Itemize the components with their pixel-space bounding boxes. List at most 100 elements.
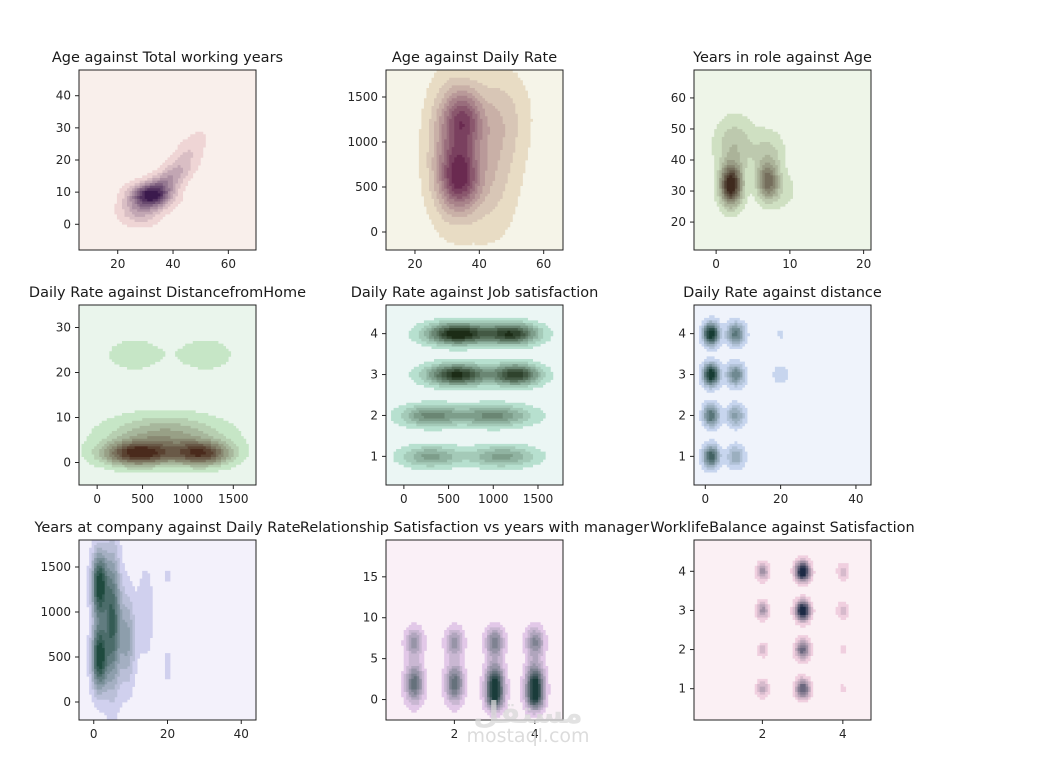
axes-frame [78,304,257,486]
x-tick-label: 60 [221,257,236,271]
x-tick-label: 20 [160,727,175,741]
axes-frame [385,69,564,251]
x-tick-label: 0 [712,257,720,271]
x-tick-label: 0 [701,492,709,506]
density-contours [86,540,171,720]
y-tick-label: 10 [56,185,71,199]
subplot-1: 20 40 60 0 10 20 30 40 Age against Total working… [52,50,283,271]
subplot-9: 2 4 1 2 3 4 WorklifeBalance against Satisfacti… [650,520,914,741]
subplot-title: Years in role against Age [692,50,872,66]
x-tick-label: 40 [472,257,487,271]
x-tick-label: 2 [451,727,459,741]
y-tick-label: 20 [56,366,71,380]
x-tick-label: 20 [773,492,788,506]
x-tick-label: 10 [782,257,797,271]
y-tick-label: 0 [63,456,71,470]
density-contours [699,315,788,473]
y-tick-label: 500 [355,180,378,194]
x-tick-label: 60 [536,257,551,271]
watermark-logo: مستقل [473,696,583,731]
subplot-3: 0 10 20 20 30 40 50 60 Years in role against Age [671,50,872,271]
y-tick-label: 4 [678,564,686,578]
y-tick-label: 50 [671,122,686,136]
density-contours [754,555,849,703]
density-contours [81,341,249,473]
subplot-title: Daily Rate against DistancefromHome [29,285,306,301]
density-contours [418,70,534,246]
x-tick-label: 20 [407,257,422,271]
y-tick-label: 1500 [40,560,71,574]
y-tick-label: 3 [678,603,686,617]
watermark: مستقل mostaql.com [466,696,589,747]
y-tick-label: 30 [56,121,71,135]
subplot-7: 0 20 40 0 500 1000 1500 Years at company agains… [33,520,300,741]
contour-level-9 [709,330,715,380]
y-tick-label: 20 [56,153,71,167]
x-tick-label: 500 [437,492,460,506]
axes-frame [385,304,564,486]
subplot-5: 0 500 1000 1500 1 2 3 4 Daily Rate against Job s… [351,285,599,506]
watermark-text: mostaql.com [466,725,589,747]
x-tick-label: 1000 [478,492,509,506]
subplot-4: 0 500 1000 1500 0 10 20 30 Daily Rate against Di… [29,285,306,506]
subplot-title: Daily Rate against distance [683,285,882,301]
y-tick-label: 10 [363,611,378,625]
axes-frame [693,304,872,486]
y-tick-label: 1 [370,449,378,463]
y-tick-label: 3 [370,368,378,382]
y-tick-label: 30 [56,321,71,335]
y-tick-label: 2 [370,408,378,422]
contour-level-9 [726,175,735,194]
x-tick-label: 40 [165,257,180,271]
y-tick-label: 4 [370,327,378,341]
subplot-title: Age against Total working years [52,50,283,66]
x-tick-label: 20 [856,257,871,271]
y-tick-label: 1500 [347,90,378,104]
density-contours [391,317,554,470]
contour-level-6 [704,325,738,463]
x-tick-label: 0 [90,727,98,741]
contour-level-9 [800,568,806,615]
y-tick-label: 60 [671,91,686,105]
contour-level-7 [439,328,528,380]
y-tick-label: 0 [63,217,71,231]
subplot-title: WorklifeBalance against Satisfaction [650,520,914,536]
x-tick-label: 40 [234,727,249,741]
x-tick-label: 0 [93,492,101,506]
x-tick-label: 20 [110,257,125,271]
contour-level-9 [451,121,468,189]
subplot-title: Age against Daily Rate [392,50,557,66]
y-tick-label: 40 [56,89,71,103]
contour-level-5 [408,637,544,708]
y-tick-label: 2 [678,408,686,422]
x-tick-label: 500 [131,492,154,506]
x-tick-label: 40 [848,492,863,506]
contour-level-9 [127,446,206,458]
contour-level-9 [144,190,161,202]
subplot-2: 20 40 60 0 500 1000 1500 Age against Daily Rate [347,50,564,271]
y-tick-label: 30 [671,184,686,198]
subplot-8: 2 4 0 5 10 15 Relationship Satisfaction vs yea… [300,520,649,741]
subplot-6: 0 20 40 1 2 3 4 Daily Rate against distance [678,285,882,506]
y-tick-label: 0 [370,225,378,239]
x-tick-label: 1500 [218,492,249,506]
y-tick-label: 5 [370,652,378,666]
x-tick-label: 4 [839,727,847,741]
subplot-title: Relationship Satisfaction vs years with … [300,520,649,536]
y-tick-label: 2 [678,643,686,657]
y-tick-label: 15 [363,570,378,584]
contour-level-9 [96,573,105,669]
y-tick-label: 10 [56,411,71,425]
x-tick-label: 0 [400,492,408,506]
x-tick-label: 1500 [523,492,554,506]
contour-level-9 [446,330,513,378]
contour-level-9 [492,678,539,700]
y-tick-label: 1 [678,449,686,463]
x-tick-label: 1000 [173,492,204,506]
y-tick-label: 0 [370,693,378,707]
subplot-title: Daily Rate against Job satisfaction [351,285,599,301]
axes-frame [385,539,564,721]
y-tick-label: 1000 [40,605,71,619]
